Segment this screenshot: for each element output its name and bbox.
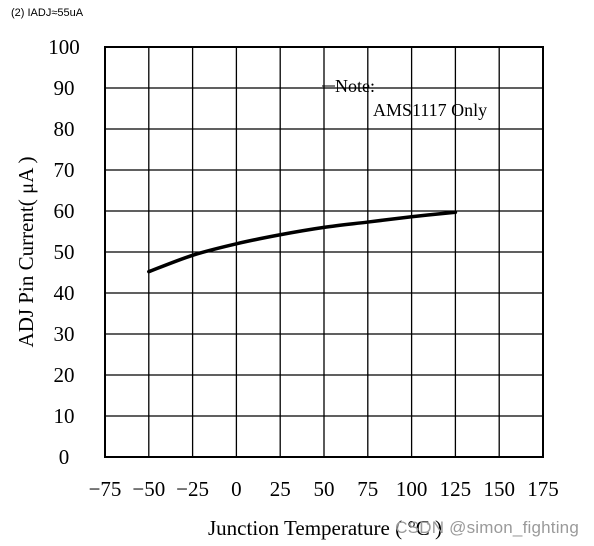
- y-tick-label: 90: [54, 76, 75, 100]
- x-tick-label: 25: [270, 477, 291, 501]
- y-tick-label: 70: [54, 158, 75, 182]
- series-line-adj-current: [147, 210, 458, 274]
- plot-frame: [104, 46, 544, 458]
- note-line-1: Note:: [335, 76, 375, 96]
- x-tick-label: −75: [89, 477, 122, 501]
- y-tick-label: 100: [48, 35, 80, 59]
- x-tick-label: 50: [314, 477, 335, 501]
- y-tick-label: 80: [54, 117, 75, 141]
- x-tick-label: 0: [231, 477, 242, 501]
- x-axis-tick-labels: −75 −50 −25 0 25 50 75 100 125 150 175: [89, 477, 559, 501]
- x-tick-label: −50: [132, 477, 165, 501]
- figure-caption: (2) IADJ≈55uA: [11, 7, 84, 19]
- y-tick-label: 20: [54, 363, 75, 387]
- y-tick-label: 50: [54, 240, 75, 264]
- x-tick-label: 75: [357, 477, 378, 501]
- watermark-text: CSDN @simon_fighting: [395, 518, 579, 537]
- y-tick-label: 60: [54, 199, 75, 223]
- y-axis-tick-labels: 0 10 20 30 40 50 60 70 80 90 100: [48, 35, 80, 469]
- note-line-2: AMS1117 Only: [373, 100, 487, 120]
- y-tick-label: 10: [54, 404, 75, 428]
- y-tick-label: 0: [59, 445, 70, 469]
- x-tick-label: 175: [527, 477, 559, 501]
- x-tick-label: 125: [440, 477, 472, 501]
- note-annotation: Note: AMS1117 Only: [322, 76, 487, 120]
- y-axis-label: ADJ Pin Current( μA ): [14, 157, 38, 348]
- x-tick-label: 100: [396, 477, 428, 501]
- y-tick-label: 30: [54, 322, 75, 346]
- y-tick-label: 40: [54, 281, 75, 305]
- x-tick-label: −25: [176, 477, 209, 501]
- x-tick-label: 150: [483, 477, 515, 501]
- x-axis-label: Junction Temperature ( °C ): [208, 516, 442, 540]
